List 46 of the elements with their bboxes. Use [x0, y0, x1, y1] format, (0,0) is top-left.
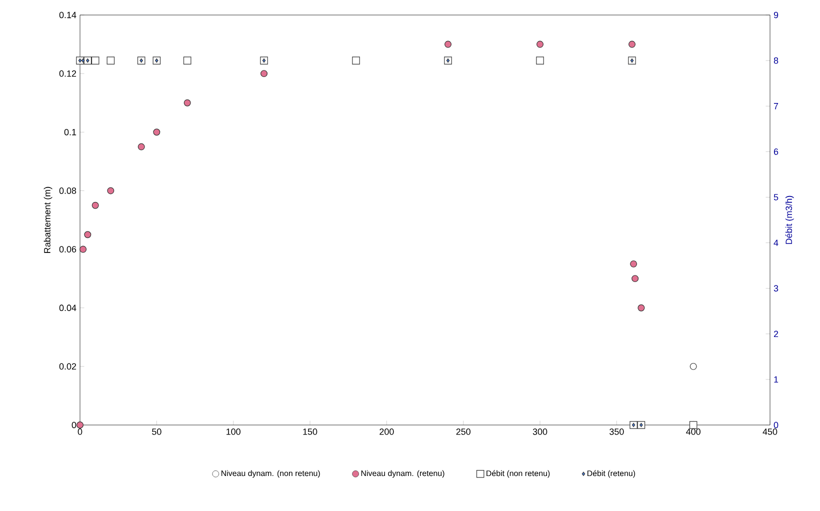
y-tick-label: 0.12	[59, 70, 76, 77]
y-tick-label: 0.1	[64, 128, 76, 136]
x-tick-label: 200	[380, 428, 394, 435]
y2-tick-label: 2	[774, 330, 778, 338]
point	[76, 422, 84, 428]
point	[92, 202, 99, 209]
point	[628, 40, 636, 48]
point	[690, 362, 697, 370]
y2-tick-label: 8	[774, 57, 778, 64]
y-tick-label: 0.14	[59, 12, 76, 18]
x-tick-label: 250	[456, 428, 470, 435]
point	[260, 70, 268, 78]
y2-tick-label: 4	[774, 240, 778, 246]
point	[632, 275, 639, 282]
y2-tick-label: 7	[774, 103, 778, 110]
y-tick-label: 0.06	[59, 246, 76, 252]
x-tick-label: 300	[532, 428, 548, 435]
y2-tick-label: 3	[774, 285, 778, 292]
point	[138, 143, 145, 150]
y-tick-label: 0.08	[59, 188, 76, 194]
point	[84, 231, 92, 238]
point	[536, 40, 544, 48]
x-tick-label: 350	[610, 428, 624, 435]
y-axis-title: Rabattement (m)	[44, 186, 52, 253]
y2-tick-label: 0	[774, 422, 778, 428]
point	[444, 40, 452, 48]
y-tick-label: 0.04	[59, 304, 76, 312]
y2-tick-label: 1	[774, 376, 778, 383]
y2-tick-label: 9	[774, 12, 778, 18]
x-tick-label: 150	[303, 428, 318, 435]
x-tick-label: 100	[226, 428, 240, 435]
point	[153, 128, 160, 136]
y-tick-label: 0	[72, 422, 76, 428]
y2-tick-label: 5	[774, 194, 778, 200]
x-tick-label: 50	[152, 428, 162, 435]
y2-axis-title: Débit (m3/h)	[785, 196, 794, 244]
y2-tick-label: 6	[774, 148, 778, 155]
point	[630, 260, 638, 268]
point	[107, 187, 114, 194]
y-tick-label: 0.02	[59, 363, 76, 370]
point	[638, 304, 645, 312]
point	[80, 246, 87, 253]
x-tick-label: 400	[686, 428, 700, 435]
point	[184, 99, 191, 106]
x-tick-label: 450	[762, 428, 778, 435]
x-tick-label: 0	[78, 428, 82, 435]
